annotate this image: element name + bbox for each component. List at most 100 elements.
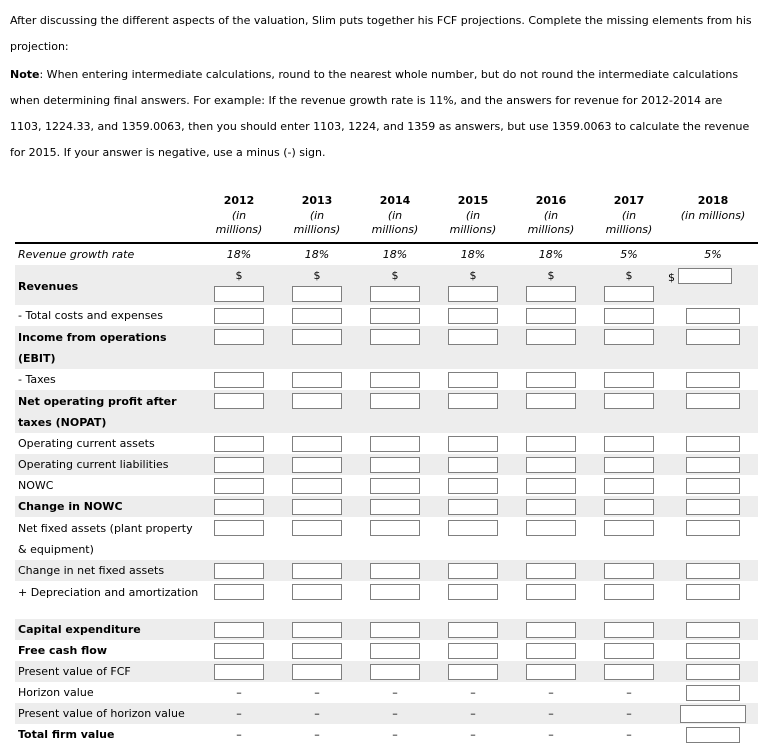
input-total-costs-and-expenses-2014[interactable] bbox=[370, 307, 420, 324]
input-net-fixed-assets-2017[interactable] bbox=[604, 520, 654, 536]
input-change-in-net-fixed-assets-2014[interactable] bbox=[370, 562, 420, 579]
input-operating-current-assets-2014[interactable] bbox=[370, 435, 420, 452]
input-free-cash-flow-2015[interactable] bbox=[448, 642, 498, 659]
input-income-from-operations-ebit-2014[interactable] bbox=[370, 329, 420, 345]
input-change-in-net-fixed-assets-2013[interactable] bbox=[292, 562, 342, 579]
input-change-in-nowc-2018[interactable] bbox=[686, 498, 740, 515]
input-change-in-net-fixed-assets-2015[interactable] bbox=[448, 562, 498, 579]
input-revenues-2017[interactable] bbox=[604, 286, 654, 302]
input-revenues-2018[interactable] bbox=[678, 268, 732, 284]
input-total-costs-and-expenses-2017[interactable] bbox=[604, 307, 654, 324]
input-income-from-operations-ebit-2018[interactable] bbox=[686, 329, 740, 345]
input-present-value-of-fcf-2018[interactable] bbox=[686, 663, 740, 680]
input-taxes-2012[interactable] bbox=[214, 371, 264, 388]
input-free-cash-flow-2016[interactable] bbox=[526, 642, 576, 659]
input-present-value-of-fcf-2012[interactable] bbox=[214, 663, 264, 680]
input-operating-current-liabilities-2016[interactable] bbox=[526, 456, 576, 473]
input-depreciation-and-amortization-2018[interactable] bbox=[686, 584, 740, 600]
input-operating-current-liabilities-2013[interactable] bbox=[292, 456, 342, 473]
input-operating-current-assets-2015[interactable] bbox=[448, 435, 498, 452]
input-present-value-of-fcf-2014[interactable] bbox=[370, 663, 420, 680]
input-revenues-2013[interactable] bbox=[292, 286, 342, 302]
input-taxes-2015[interactable] bbox=[448, 371, 498, 388]
input-revenues-2012[interactable] bbox=[214, 286, 264, 302]
input-taxes-2013[interactable] bbox=[292, 371, 342, 388]
input-change-in-nowc-2016[interactable] bbox=[526, 498, 576, 515]
input-revenues-2016[interactable] bbox=[526, 286, 576, 302]
input-nowc-2015[interactable] bbox=[448, 477, 498, 494]
input-present-value-of-fcf-2015[interactable] bbox=[448, 663, 498, 680]
input-free-cash-flow-2013[interactable] bbox=[292, 642, 342, 659]
input-income-from-operations-ebit-2016[interactable] bbox=[526, 329, 576, 345]
input-free-cash-flow-2017[interactable] bbox=[604, 642, 654, 659]
input-operating-current-assets-2012[interactable] bbox=[214, 435, 264, 452]
input-nowc-2012[interactable] bbox=[214, 477, 264, 494]
input-net-fixed-assets-2012[interactable] bbox=[214, 520, 264, 536]
input-total-firm-value-2018[interactable] bbox=[686, 726, 740, 743]
input-depreciation-and-amortization-2013[interactable] bbox=[292, 584, 342, 600]
input-total-costs-and-expenses-2013[interactable] bbox=[292, 307, 342, 324]
input-taxes-2018[interactable] bbox=[686, 371, 740, 388]
input-revenues-2015[interactable] bbox=[448, 286, 498, 302]
input-free-cash-flow-2012[interactable] bbox=[214, 642, 264, 659]
input-nowc-2017[interactable] bbox=[604, 477, 654, 494]
input-net-fixed-assets-2013[interactable] bbox=[292, 520, 342, 536]
input-capital-expenditure-2014[interactable] bbox=[370, 621, 420, 638]
input-operating-current-liabilities-2014[interactable] bbox=[370, 456, 420, 473]
input-taxes-2016[interactable] bbox=[526, 371, 576, 388]
input-present-value-of-horizon-value-2018[interactable] bbox=[680, 704, 746, 723]
input-net-fixed-assets-2016[interactable] bbox=[526, 520, 576, 536]
input-nopat-2014[interactable] bbox=[370, 393, 420, 409]
input-operating-current-liabilities-2017[interactable] bbox=[604, 456, 654, 473]
input-change-in-nowc-2012[interactable] bbox=[214, 498, 264, 515]
input-change-in-nowc-2015[interactable] bbox=[448, 498, 498, 515]
input-nopat-2018[interactable] bbox=[686, 393, 740, 409]
input-net-fixed-assets-2018[interactable] bbox=[686, 520, 740, 536]
input-operating-current-assets-2013[interactable] bbox=[292, 435, 342, 452]
input-depreciation-and-amortization-2015[interactable] bbox=[448, 584, 498, 600]
input-nowc-2018[interactable] bbox=[686, 477, 740, 494]
input-income-from-operations-ebit-2015[interactable] bbox=[448, 329, 498, 345]
input-nopat-2017[interactable] bbox=[604, 393, 654, 409]
input-free-cash-flow-2018[interactable] bbox=[686, 642, 740, 659]
input-present-value-of-fcf-2013[interactable] bbox=[292, 663, 342, 680]
input-nopat-2013[interactable] bbox=[292, 393, 342, 409]
input-nopat-2012[interactable] bbox=[214, 393, 264, 409]
input-total-costs-and-expenses-2016[interactable] bbox=[526, 307, 576, 324]
input-change-in-nowc-2014[interactable] bbox=[370, 498, 420, 515]
input-total-costs-and-expenses-2015[interactable] bbox=[448, 307, 498, 324]
input-operating-current-liabilities-2012[interactable] bbox=[214, 456, 264, 473]
input-capital-expenditure-2017[interactable] bbox=[604, 621, 654, 638]
input-change-in-net-fixed-assets-2018[interactable] bbox=[686, 562, 740, 579]
input-nowc-2016[interactable] bbox=[526, 477, 576, 494]
input-change-in-net-fixed-assets-2017[interactable] bbox=[604, 562, 654, 579]
input-operating-current-liabilities-2015[interactable] bbox=[448, 456, 498, 473]
input-change-in-nowc-2017[interactable] bbox=[604, 498, 654, 515]
input-depreciation-and-amortization-2012[interactable] bbox=[214, 584, 264, 600]
input-depreciation-and-amortization-2017[interactable] bbox=[604, 584, 654, 600]
input-capital-expenditure-2015[interactable] bbox=[448, 621, 498, 638]
input-nowc-2014[interactable] bbox=[370, 477, 420, 494]
input-nowc-2013[interactable] bbox=[292, 477, 342, 494]
input-present-value-of-fcf-2017[interactable] bbox=[604, 663, 654, 680]
input-capital-expenditure-2016[interactable] bbox=[526, 621, 576, 638]
input-net-fixed-assets-2015[interactable] bbox=[448, 520, 498, 536]
input-present-value-of-fcf-2016[interactable] bbox=[526, 663, 576, 680]
input-change-in-nowc-2013[interactable] bbox=[292, 498, 342, 515]
input-income-from-operations-ebit-2017[interactable] bbox=[604, 329, 654, 345]
input-operating-current-assets-2017[interactable] bbox=[604, 435, 654, 452]
input-depreciation-and-amortization-2014[interactable] bbox=[370, 584, 420, 600]
input-operating-current-assets-2018[interactable] bbox=[686, 435, 740, 452]
input-taxes-2014[interactable] bbox=[370, 371, 420, 388]
input-total-costs-and-expenses-2012[interactable] bbox=[214, 307, 264, 324]
input-income-from-operations-ebit-2012[interactable] bbox=[214, 329, 264, 345]
input-nopat-2015[interactable] bbox=[448, 393, 498, 409]
input-change-in-net-fixed-assets-2016[interactable] bbox=[526, 562, 576, 579]
input-operating-current-liabilities-2018[interactable] bbox=[686, 456, 740, 473]
input-change-in-net-fixed-assets-2012[interactable] bbox=[214, 562, 264, 579]
input-capital-expenditure-2012[interactable] bbox=[214, 621, 264, 638]
input-net-fixed-assets-2014[interactable] bbox=[370, 520, 420, 536]
input-nopat-2016[interactable] bbox=[526, 393, 576, 409]
input-income-from-operations-ebit-2013[interactable] bbox=[292, 329, 342, 345]
input-total-costs-and-expenses-2018[interactable] bbox=[686, 307, 740, 324]
